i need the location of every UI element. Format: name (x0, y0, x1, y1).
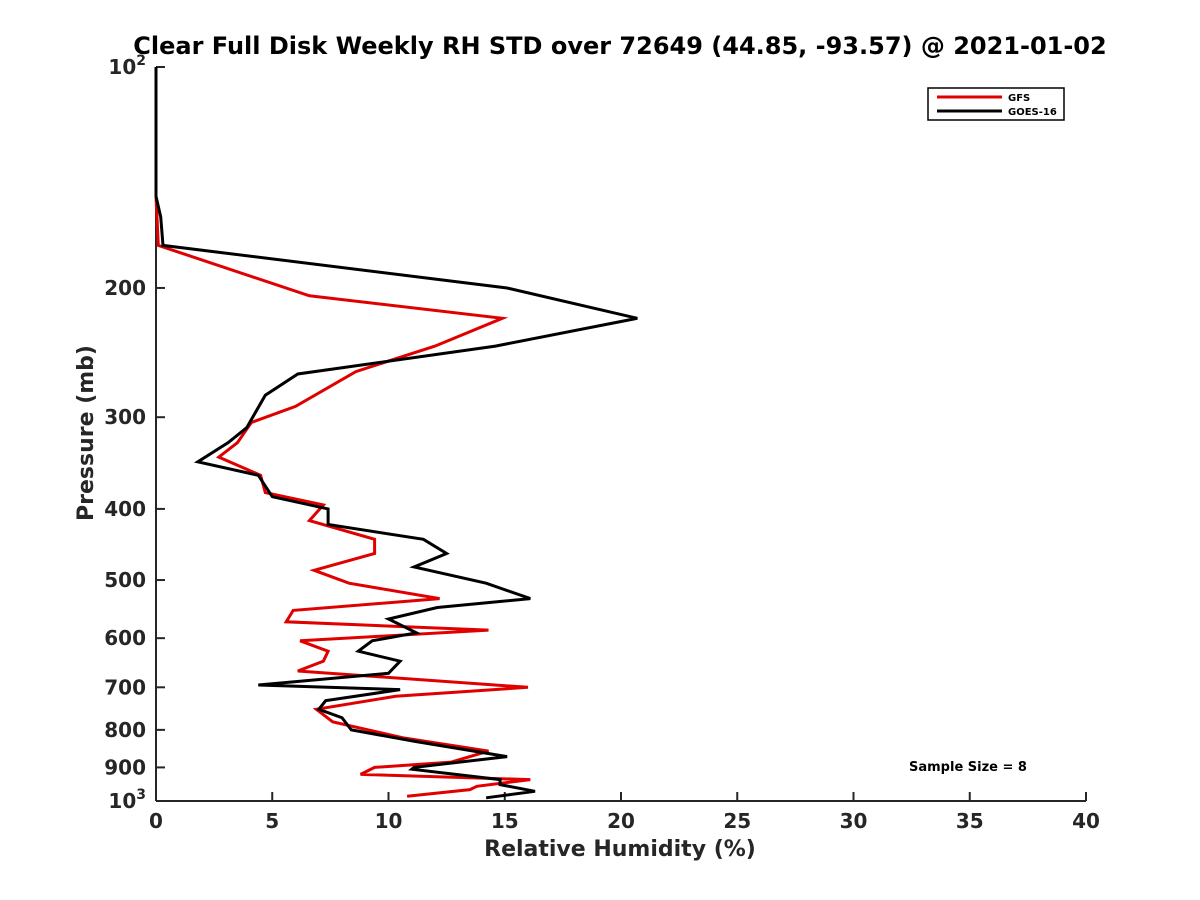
legend-label: GOES-16 (1008, 107, 1057, 118)
x-axis-label: Relative Humidity (%) (484, 837, 756, 862)
y-axis-label: Pressure (mb) (74, 345, 99, 521)
legend-label: GFS (1008, 93, 1030, 104)
y-tick-label: 200 (104, 276, 146, 300)
y-tick-label: 800 (104, 718, 146, 742)
series-line-gfs (154, 67, 531, 798)
x-tick-label: 20 (607, 809, 635, 833)
x-tick-label: 35 (956, 809, 984, 833)
x-tick-label: 0 (149, 809, 163, 833)
y-tick-label: 300 (104, 405, 146, 429)
x-tick-label: 15 (491, 809, 519, 833)
y-axis-ticks: 102 200 300 400 500 600 700 800 900 103 (104, 53, 165, 813)
series-layer (154, 67, 638, 800)
legend: GFS GOES-16 (927, 87, 1065, 121)
x-tick-label: 10 (375, 809, 403, 833)
y-tick-label: 700 (104, 675, 146, 699)
x-axis-ticks: 0 5 10 15 20 25 30 35 40 (149, 792, 1100, 833)
y-tick-label: 500 (104, 568, 146, 592)
x-tick-label: 40 (1072, 809, 1100, 833)
axes (155, 67, 1086, 802)
y-tick-label: 600 (104, 626, 146, 650)
y-tick-label: 900 (104, 755, 146, 779)
chart-title: Clear Full Disk Weekly RH STD over 72649… (133, 32, 1106, 60)
x-tick-label: 5 (265, 809, 279, 833)
sample-size-annotation: Sample Size = 8 (909, 760, 1027, 775)
y-tick-label: 400 (104, 497, 146, 521)
x-tick-label: 25 (723, 809, 751, 833)
y-tick-label: 103 (108, 787, 146, 813)
y-tick-label: 102 (108, 53, 146, 79)
legend-box (927, 87, 1065, 121)
series-line-goes-16 (154, 67, 638, 800)
x-tick-label: 30 (840, 809, 868, 833)
